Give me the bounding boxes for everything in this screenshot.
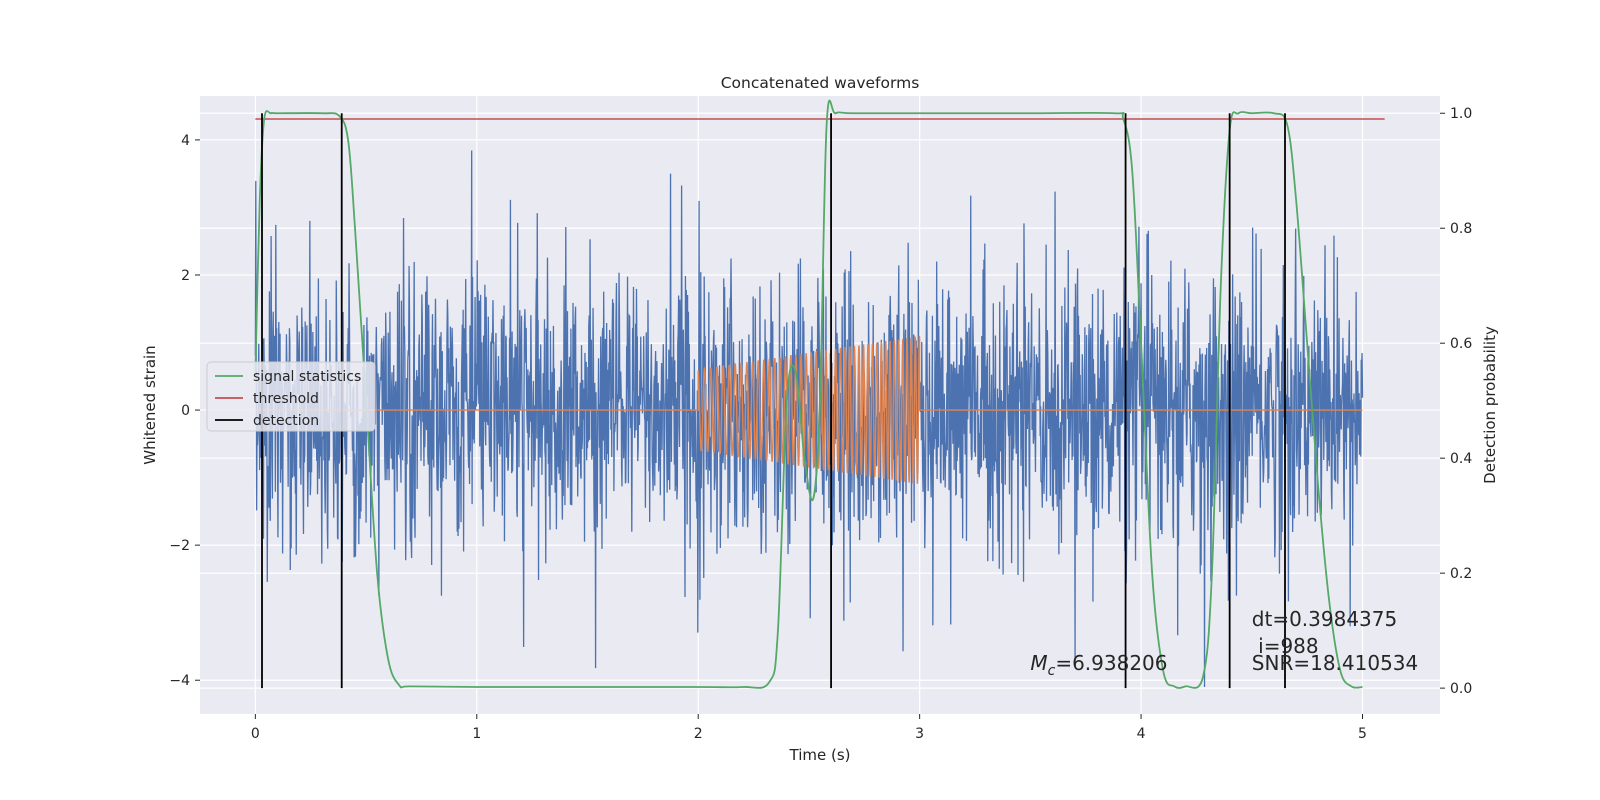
- y-right-tick-label: 0.0: [1450, 681, 1472, 697]
- y-right-tick-label: 0.2: [1450, 566, 1472, 582]
- y-axis-label: Whitened strain: [141, 345, 159, 464]
- strain-series-line: [254, 150, 1364, 687]
- y-right-tick-label: 0.6: [1450, 336, 1472, 352]
- chart-title: Concatenated waveforms: [721, 74, 920, 92]
- x-tick-label: 3: [915, 726, 924, 742]
- y-right-tick-label: 1.0: [1450, 106, 1472, 122]
- legend-label-signal_statistics: signal statistics: [253, 369, 361, 385]
- legend-label-threshold: threshold: [253, 391, 319, 407]
- y-tick-label: 0: [181, 403, 190, 419]
- annotation-layer: Mc=6.938206 dt=0.3984375 i=988SNR=18.4105…: [1030, 607, 1418, 679]
- x-tick-label: 4: [1137, 726, 1146, 742]
- y-tick-label: −2: [169, 538, 190, 554]
- y-tick-label: 4: [181, 133, 190, 149]
- y-right-tick-label: 0.4: [1450, 451, 1472, 467]
- annotation-mc: Mc=6.938206: [1030, 651, 1167, 679]
- legend-label-detection: detection: [253, 413, 319, 429]
- template-series-line: [255, 335, 1363, 484]
- y-right-tick-label: 0.8: [1450, 221, 1472, 237]
- annotation-mc-subscript: c: [1048, 663, 1056, 679]
- x-tick-label: 2: [694, 726, 703, 742]
- annotation-mc-value: =6.938206: [1055, 651, 1167, 675]
- y-tick-label: 2: [181, 268, 190, 284]
- ticks: 0 1 2 3 4 5 −4 −2 0 2 4 0.0 0.2 0.4 0.6 0.8 1.0: [169, 106, 1472, 742]
- y-axis-label-right: Detection probability: [1481, 326, 1499, 484]
- x-tick-label: 5: [1358, 726, 1367, 742]
- annotation-mc-symbol: M: [1030, 651, 1047, 675]
- annotation-index: i=988: [1252, 634, 1319, 658]
- legend-box: [206, 361, 376, 432]
- x-tick-label: 1: [472, 726, 481, 742]
- annotation-snr: SNR=18.410534: [1252, 651, 1418, 675]
- y-tick-label: −4: [169, 673, 190, 689]
- x-tick-label: 0: [251, 726, 260, 742]
- annotation-dt: dt=0.3984375: [1252, 607, 1397, 631]
- x-axis-label: Time (s): [789, 746, 851, 764]
- legend: signal statistics threshold detection: [206, 361, 376, 432]
